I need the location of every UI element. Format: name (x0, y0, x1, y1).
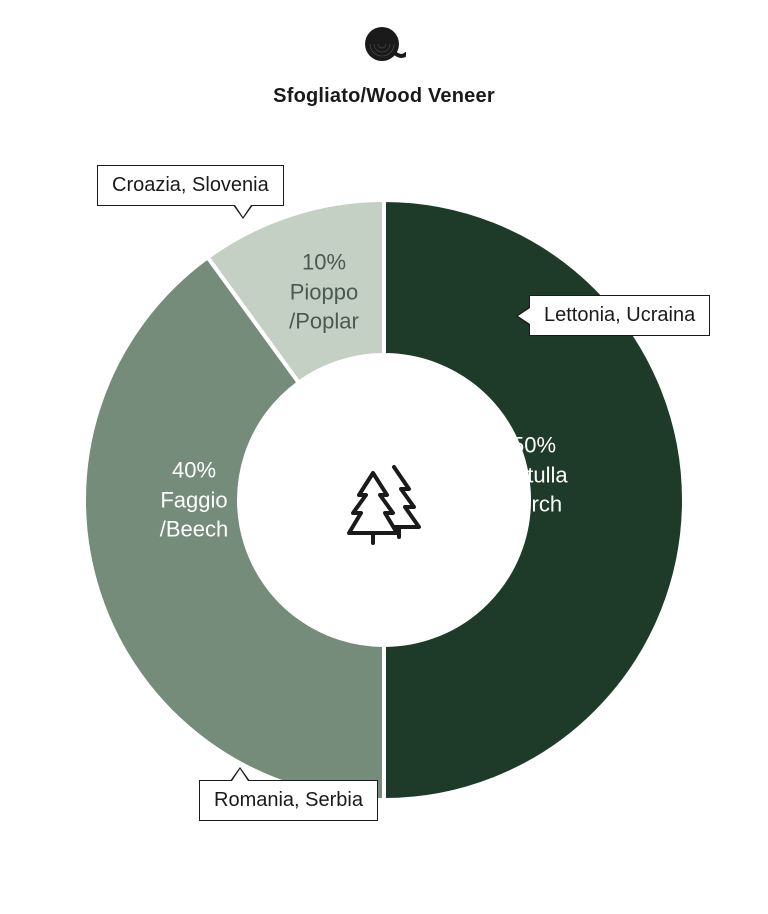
trees-icon (339, 455, 429, 545)
callout-lettonia: Lettonia, Ucraina (529, 295, 710, 336)
chart-title: Sfogliato/Wood Veneer (0, 85, 768, 108)
wood-log-icon (362, 24, 406, 73)
donut-chart: 50% Betulla /Birch 40% Faggio /Beech 10%… (64, 180, 704, 820)
callout-tail (516, 306, 530, 326)
callout-tail (230, 767, 250, 781)
callout-tail (233, 205, 253, 219)
callout-croazia: Croazia, Slovenia (97, 165, 284, 206)
header: Sfogliato/Wood Veneer (0, 0, 768, 108)
callout-romania: Romania, Serbia (199, 780, 378, 821)
